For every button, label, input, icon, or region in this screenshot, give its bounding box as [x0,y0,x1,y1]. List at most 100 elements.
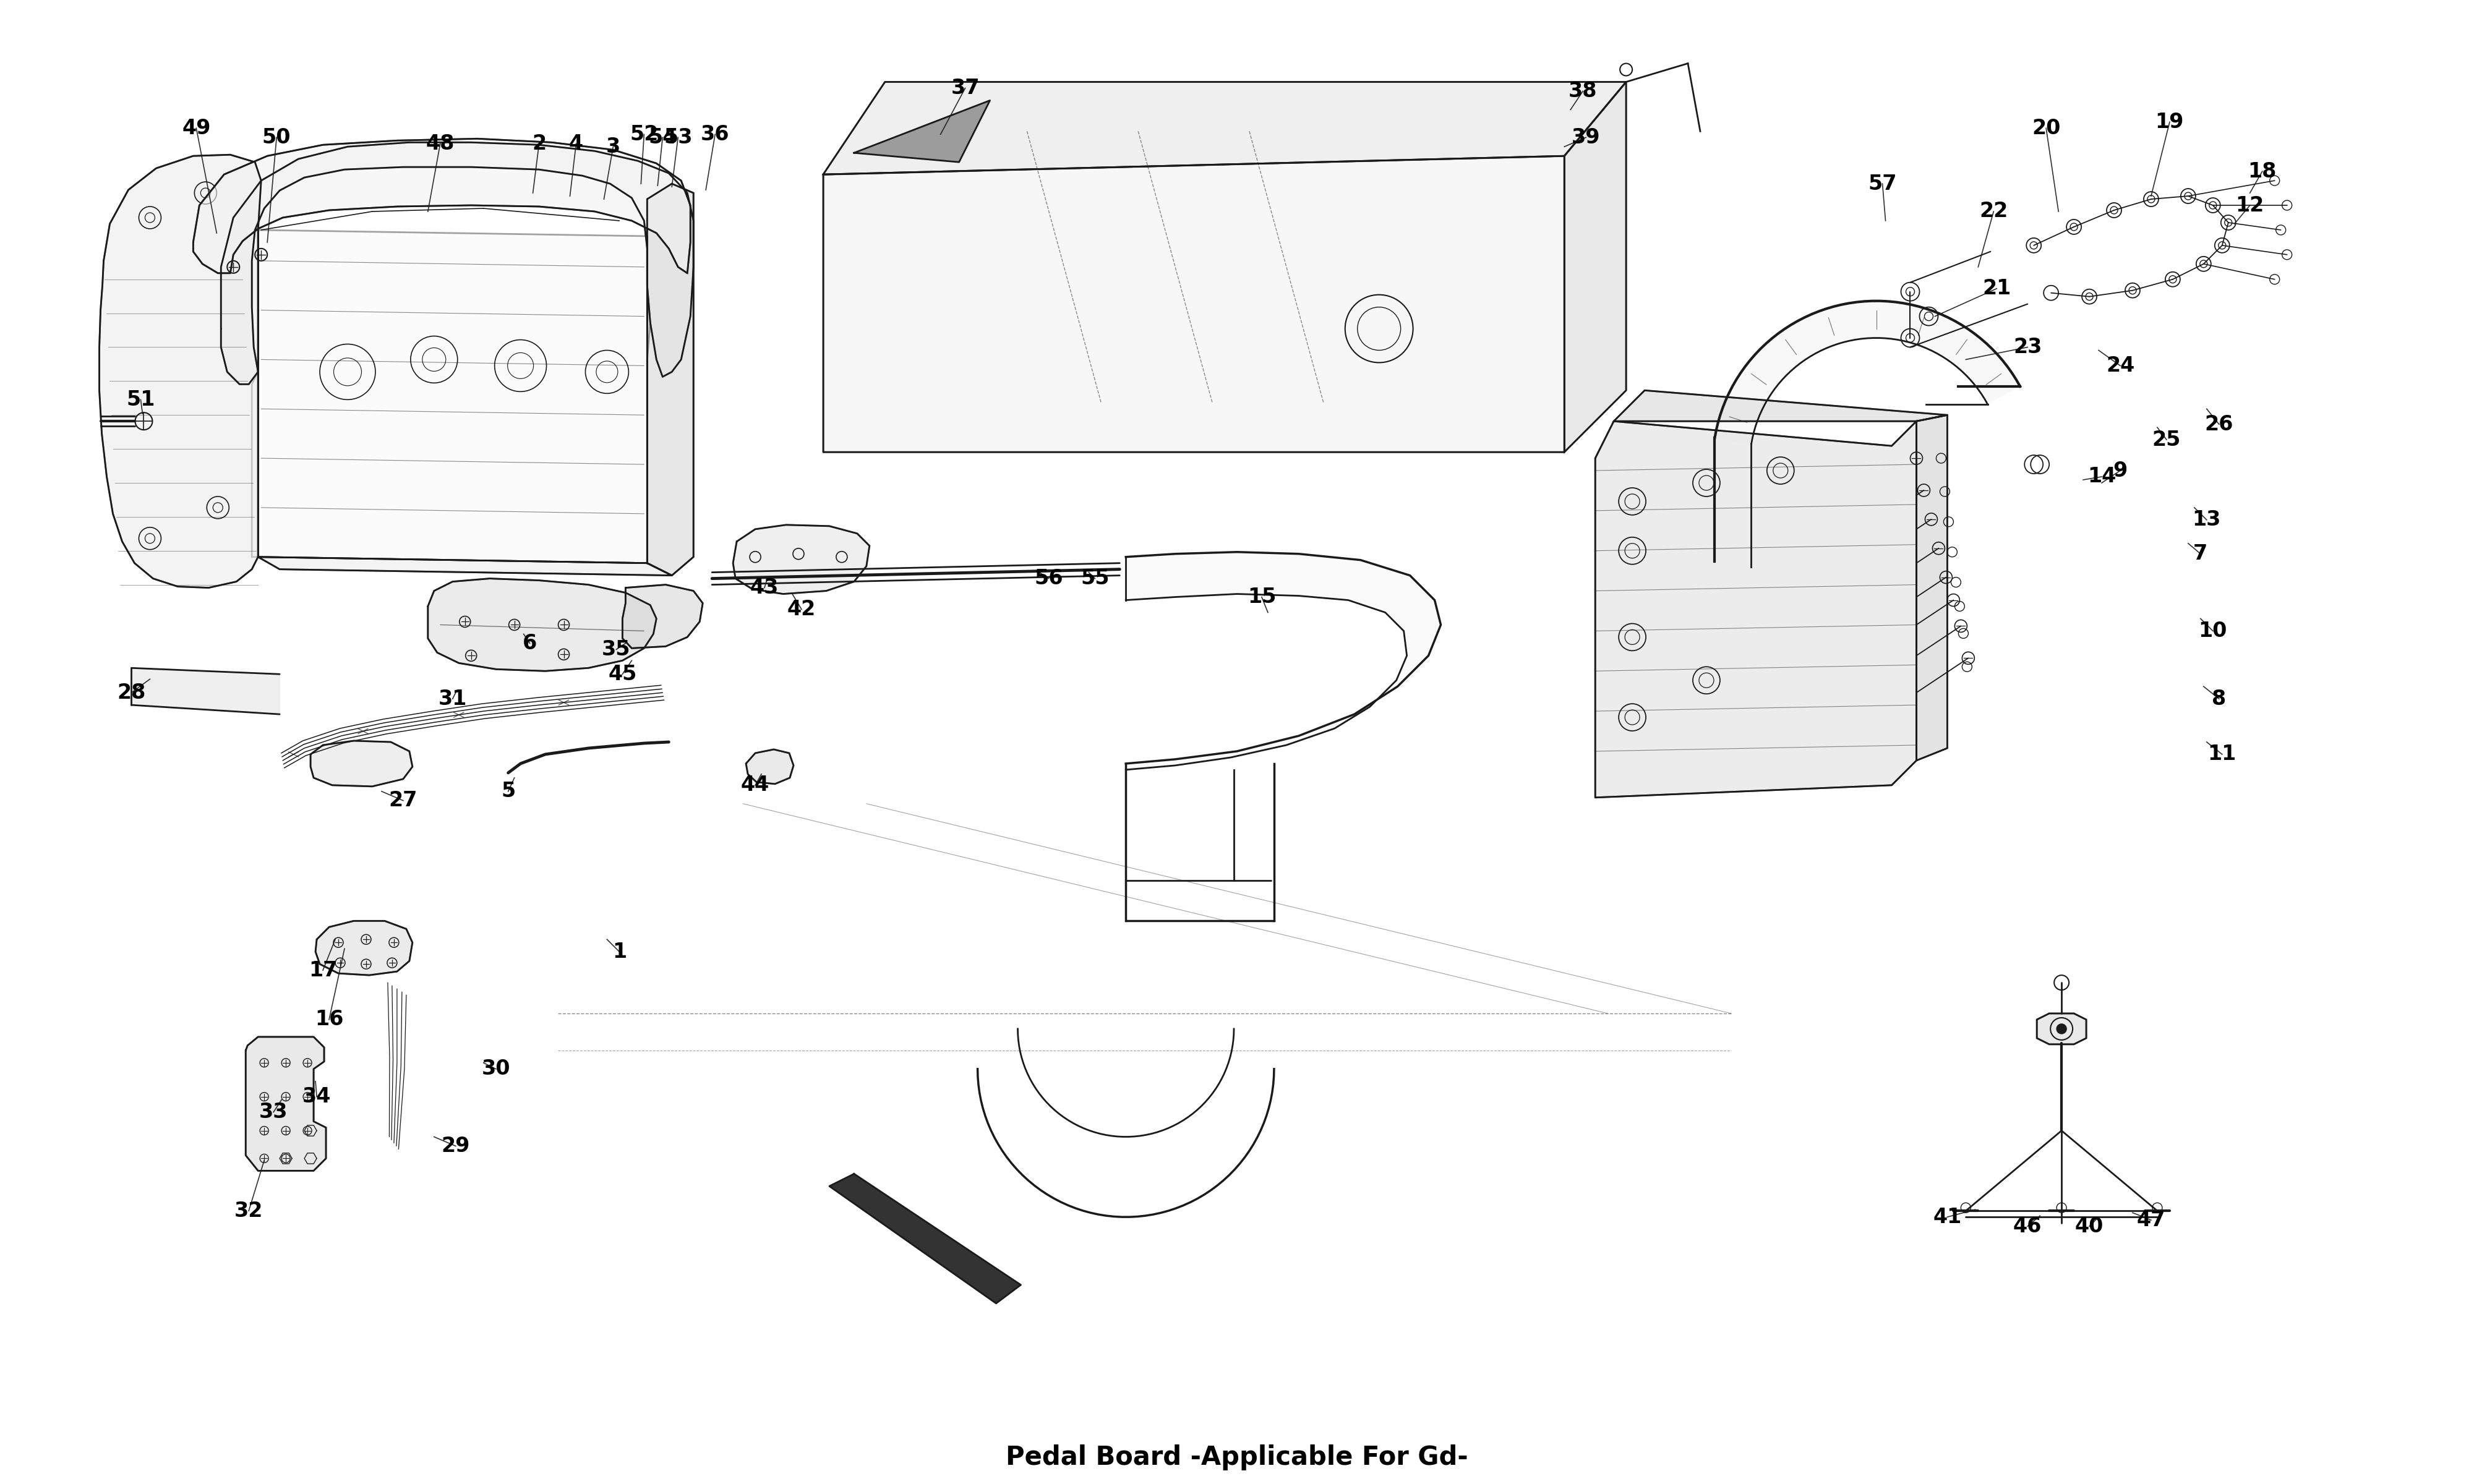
Polygon shape [1596,421,1917,797]
Polygon shape [732,525,868,594]
Text: 4: 4 [569,134,584,154]
Circle shape [2199,260,2207,267]
Circle shape [2031,242,2039,249]
Text: 54: 54 [648,128,678,147]
Text: 6: 6 [522,634,537,653]
Polygon shape [245,1037,327,1171]
Text: 14: 14 [2088,466,2115,487]
Text: 44: 44 [740,775,769,795]
Text: 47: 47 [2138,1209,2165,1230]
Text: 3: 3 [606,137,621,157]
Polygon shape [1917,416,1947,760]
Polygon shape [1564,82,1625,453]
Circle shape [2224,218,2232,226]
Text: 53: 53 [663,128,693,147]
Text: 17: 17 [309,960,336,981]
Text: 23: 23 [2014,337,2041,358]
Text: 19: 19 [2155,111,2185,132]
Text: 40: 40 [2076,1215,2103,1236]
Circle shape [2170,276,2177,283]
Circle shape [2056,1204,2066,1212]
Text: 1: 1 [611,941,626,962]
Text: 38: 38 [1569,82,1598,101]
Polygon shape [648,184,693,576]
Text: 55: 55 [1081,568,1108,589]
Polygon shape [312,741,413,787]
Polygon shape [1126,552,1440,770]
Polygon shape [824,156,1564,453]
Polygon shape [2036,1014,2086,1045]
Text: 12: 12 [2236,194,2264,215]
Text: 43: 43 [750,577,779,598]
Text: 51: 51 [126,389,156,410]
Text: 32: 32 [235,1201,262,1221]
Polygon shape [1714,301,2021,444]
Text: 35: 35 [601,640,631,660]
Circle shape [1925,312,1932,321]
Text: 27: 27 [388,791,418,810]
Text: 50: 50 [262,128,292,147]
Text: 26: 26 [2204,414,2234,435]
Text: 28: 28 [116,683,146,703]
Text: 7: 7 [2194,543,2207,564]
Polygon shape [623,585,703,649]
Text: 39: 39 [1571,128,1601,147]
Text: 24: 24 [2105,356,2135,375]
Circle shape [2209,202,2217,209]
Text: 49: 49 [183,119,210,138]
Polygon shape [829,1174,1022,1303]
Circle shape [1905,334,1915,343]
Circle shape [2071,223,2078,230]
Circle shape [2152,1204,2162,1212]
Circle shape [2110,206,2118,214]
Text: 2: 2 [532,134,547,154]
Polygon shape [193,138,690,273]
Text: 16: 16 [314,1009,344,1030]
Circle shape [1962,1204,1972,1212]
Text: 15: 15 [1247,586,1277,607]
Circle shape [2086,292,2093,300]
Text: 31: 31 [438,689,468,709]
Text: 20: 20 [2031,119,2061,138]
Text: 56: 56 [1034,568,1064,589]
Text: 9: 9 [2113,460,2128,481]
Text: 10: 10 [2199,620,2227,641]
Text: 13: 13 [2192,509,2222,530]
Text: 37: 37 [950,77,980,98]
Circle shape [2147,196,2155,203]
Text: 5: 5 [502,781,515,801]
Text: 42: 42 [787,600,816,619]
Polygon shape [252,230,651,562]
Text: 21: 21 [1982,279,2011,298]
Polygon shape [257,556,673,576]
Polygon shape [824,82,1625,175]
Polygon shape [131,668,280,714]
Polygon shape [317,922,413,975]
Text: 48: 48 [426,134,455,154]
Polygon shape [854,101,990,162]
Circle shape [2056,1024,2066,1034]
Text: 45: 45 [609,663,636,684]
Text: 57: 57 [1868,174,1898,194]
Text: 30: 30 [482,1058,510,1079]
Circle shape [2185,193,2192,200]
Polygon shape [99,154,262,588]
Text: 25: 25 [2152,429,2182,450]
Text: 29: 29 [440,1135,470,1156]
Text: 8: 8 [2212,689,2227,709]
Text: 41: 41 [1932,1206,1962,1227]
Circle shape [2219,242,2227,249]
Circle shape [2128,286,2135,294]
Text: 33: 33 [260,1103,287,1122]
Text: 52: 52 [631,125,658,144]
Text: 46: 46 [2014,1215,2041,1236]
Text: 22: 22 [1979,202,2009,221]
Circle shape [1905,288,1915,295]
Text: Pedal Board -Applicable For Gd-: Pedal Board -Applicable For Gd- [1007,1444,1467,1471]
Text: 18: 18 [2249,162,2276,181]
Text: 34: 34 [302,1086,332,1107]
Text: 36: 36 [700,125,730,144]
Polygon shape [220,142,693,384]
Polygon shape [747,749,794,784]
Text: 11: 11 [2207,743,2236,764]
